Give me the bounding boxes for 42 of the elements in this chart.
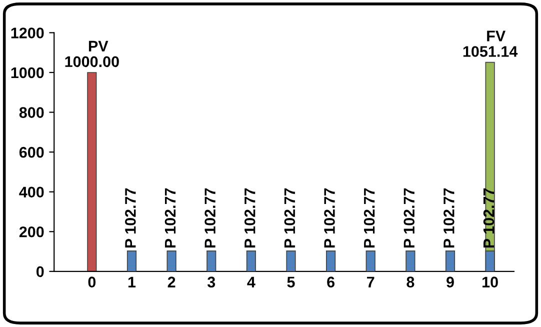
x-tick-label: 4 — [247, 276, 256, 288]
data-label: P 102.77 — [444, 188, 454, 248]
bar — [286, 250, 296, 272]
data-label: P 102.77 — [324, 188, 335, 248]
y-tick-label: 800 — [19, 107, 44, 118]
x-tick-label: 0 — [88, 276, 96, 288]
annotation: FV — [487, 30, 506, 42]
bar — [326, 250, 336, 272]
bar — [87, 72, 97, 272]
data-label: 1000.00 — [65, 56, 119, 68]
bar — [246, 250, 256, 272]
y-tick-label: 0 — [36, 266, 44, 278]
y-tick-label: 400 — [19, 186, 44, 198]
x-tick-label: 8 — [406, 276, 414, 288]
data-label: P 102.77 — [404, 188, 415, 248]
data-label: P 102.77 — [125, 188, 136, 248]
data-label: 1051.14 — [463, 46, 518, 57]
data-label: P 102.77 — [244, 188, 256, 248]
y-tick-label: 1000 — [11, 67, 44, 78]
x-tick-label: 6 — [327, 276, 335, 288]
data-label: P 102.77 — [204, 188, 216, 248]
y-tick-label: 200 — [19, 226, 44, 238]
x-tick-label: 1 — [128, 276, 136, 288]
bar — [126, 250, 137, 272]
bar — [406, 250, 416, 272]
data-label: P 102.77 — [483, 188, 494, 248]
x-tick-label: 7 — [367, 276, 374, 288]
x-tick-label: 3 — [207, 276, 216, 288]
data-label: P 102.77 — [284, 188, 296, 248]
y-tick-label: 1200 — [11, 28, 44, 38]
data-label: P 102.77 — [164, 188, 176, 248]
y-tick-label: 600 — [19, 146, 44, 158]
x-tick-label: 9 — [446, 276, 454, 288]
x-tick-label: 10 — [482, 276, 498, 288]
bar — [445, 250, 456, 272]
bar — [166, 250, 176, 272]
x-tick-label: 2 — [168, 276, 176, 288]
annotation: PV — [88, 40, 108, 52]
data-label: P 102.77 — [364, 188, 375, 248]
bar — [366, 250, 376, 272]
x-tick-label: 5 — [287, 276, 295, 288]
bar — [206, 250, 216, 272]
